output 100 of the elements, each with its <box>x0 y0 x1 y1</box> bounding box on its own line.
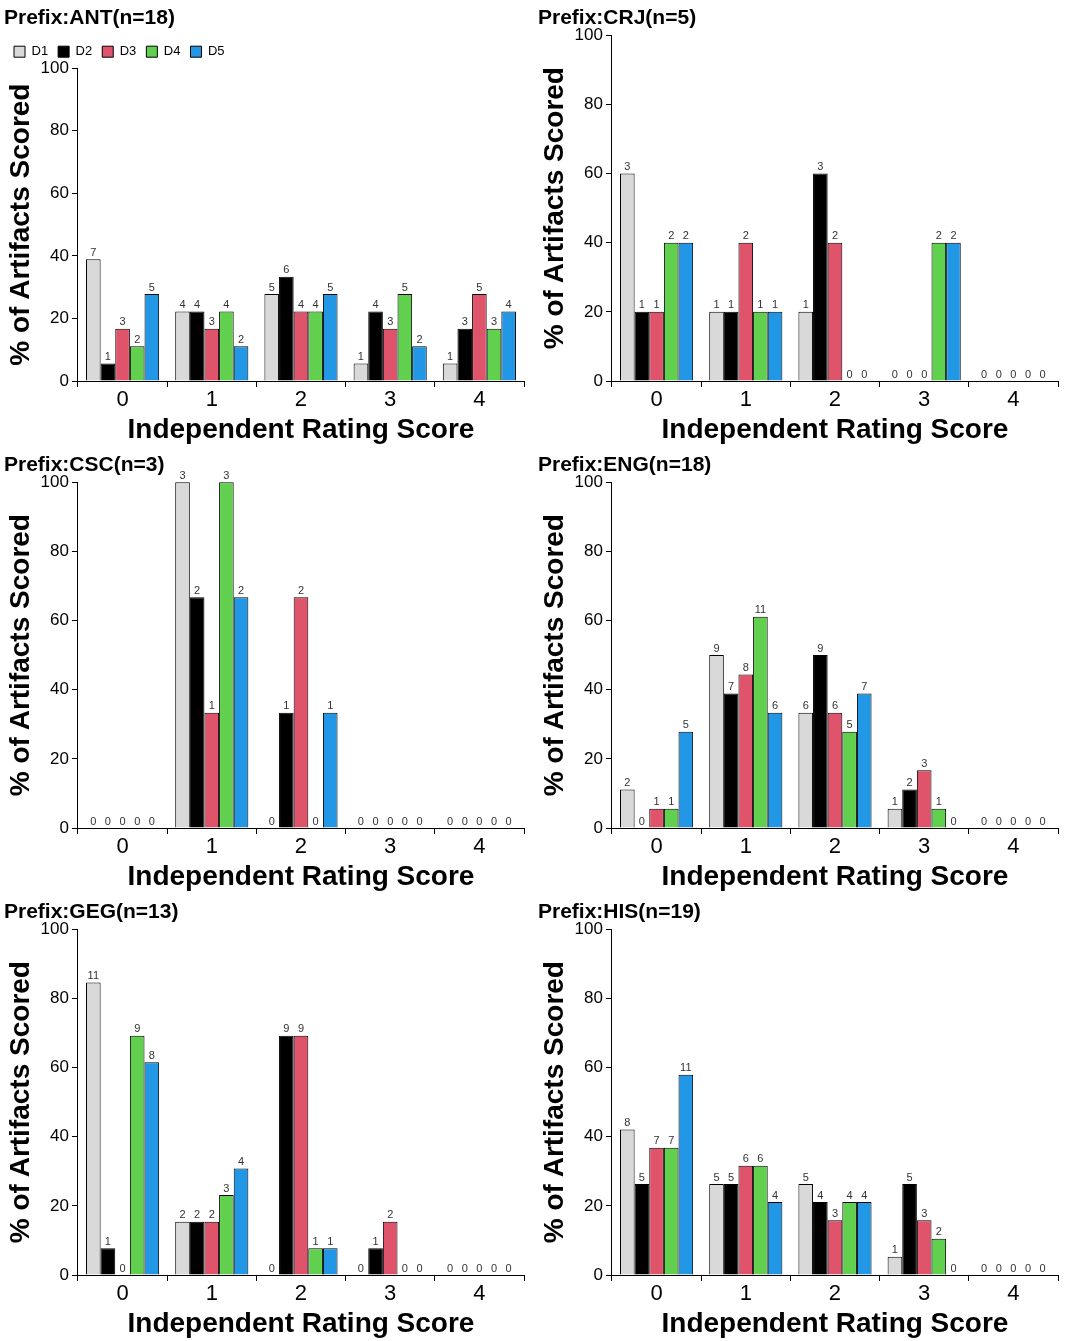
annotation: 6 <box>283 263 290 276</box>
annotation: 3 <box>119 315 126 328</box>
annotation: 0 <box>861 367 868 380</box>
annotation: 2 <box>742 229 749 242</box>
annotation: 5 <box>906 1170 913 1183</box>
y-tick-label: 20 <box>584 748 603 768</box>
annotation: 4 <box>505 298 512 311</box>
annotation: 5 <box>713 1170 720 1183</box>
annotation: 0 <box>505 1261 512 1274</box>
y-axis-title: % of Artifacts Scored <box>537 67 569 350</box>
annotation: 11 <box>754 603 767 616</box>
annotation: 0 <box>104 814 111 827</box>
annotation: 2 <box>935 229 942 242</box>
annotation: 1 <box>327 1234 334 1247</box>
annotation: 1 <box>208 699 215 712</box>
y-tick-label: 60 <box>584 163 603 183</box>
annotation: 1 <box>891 795 898 808</box>
annotation: 0 <box>268 1261 275 1274</box>
annotation: 4 <box>846 1188 853 1201</box>
x-tick-label: 1 <box>739 386 752 412</box>
annotation: 0 <box>401 814 408 827</box>
x-tick-label: 2 <box>294 1280 308 1306</box>
x-tick-label: 4 <box>1007 833 1020 859</box>
annotation: 3 <box>817 160 824 173</box>
annotation: 0 <box>119 1261 126 1274</box>
annotation: 0 <box>995 814 1002 827</box>
annotation: 0 <box>476 814 483 827</box>
x-tick-label: 3 <box>918 833 931 859</box>
annotation: 2 <box>194 1208 201 1221</box>
annotation: 1 <box>771 298 779 311</box>
annotation: 2 <box>297 583 305 596</box>
x-tick-label: 1 <box>205 1280 218 1306</box>
annotation: 2 <box>668 229 675 242</box>
x-tick-label: 4 <box>1007 1280 1020 1306</box>
x-axis-title: Independent Rating Score <box>661 412 1009 444</box>
annotation: 1 <box>653 795 660 808</box>
annotation: 4 <box>223 298 230 311</box>
y-tick-label: 60 <box>50 1057 69 1077</box>
text: 3 <box>223 468 230 481</box>
x-tick-label: 4 <box>473 833 486 859</box>
annotation: 8 <box>148 1048 155 1061</box>
annotation: 2 <box>194 583 201 596</box>
annotation: 0 <box>1039 814 1046 827</box>
x-tick-label: 3 <box>918 386 931 412</box>
annotation: 5 <box>401 280 408 293</box>
annotation: 0 <box>387 814 394 827</box>
legend-label: D4 <box>163 43 181 59</box>
y-axis-title: % of Artifacts Scored <box>3 83 35 366</box>
annotation: 5 <box>327 280 334 293</box>
annotation: 0 <box>1024 814 1032 827</box>
annotation: 4 <box>372 298 379 311</box>
annotation: 2 <box>387 1208 394 1221</box>
annotation: 0 <box>461 814 468 827</box>
annotation: 9 <box>817 641 824 654</box>
annotation: 0 <box>1024 367 1032 380</box>
annotation: 1 <box>757 298 764 311</box>
annotation: 2 <box>682 229 689 242</box>
annotation: 0 <box>476 1261 483 1274</box>
annotation: 0 <box>312 814 319 827</box>
annotation: 6 <box>771 699 779 712</box>
annotation: 1 <box>728 298 735 311</box>
x-tick-label: 1 <box>205 833 218 859</box>
annotation: 0 <box>505 814 512 827</box>
x-tick-label: 0 <box>650 1280 663 1306</box>
y-tick-label: 80 <box>50 988 69 1008</box>
y-tick-label: 0 <box>59 370 69 390</box>
annotation: 4 <box>771 1188 779 1201</box>
annotation: 9 <box>713 641 720 654</box>
annotation: 1 <box>891 1243 898 1256</box>
annotation: 4 <box>179 298 186 311</box>
y-tick-label: 0 <box>593 370 603 390</box>
annotation: 8 <box>624 1115 631 1128</box>
annotation: 0 <box>134 814 141 827</box>
annotation: 0 <box>447 1261 454 1274</box>
annotation: 0 <box>1024 1261 1032 1274</box>
annotation: 2 <box>950 229 957 242</box>
annotation: 4 <box>237 1155 245 1168</box>
annotation: 2 <box>237 583 245 596</box>
annotation: 0 <box>461 1261 468 1274</box>
chart-title: Prefix:ANT(n=18) <box>4 5 175 29</box>
annotation: 2 <box>906 776 913 789</box>
annotation: 1 <box>802 298 809 311</box>
y-tick-label: 60 <box>50 610 69 630</box>
annotation: 0 <box>1039 1261 1046 1274</box>
annotation: 0 <box>268 814 275 827</box>
annotation: 5 <box>802 1170 809 1183</box>
annotation: 0 <box>995 1261 1002 1274</box>
annotation: 5 <box>846 718 853 731</box>
annotation: 0 <box>490 814 498 827</box>
annotation: 4 <box>312 298 319 311</box>
y-tick-label: 100 <box>40 57 69 77</box>
annotation: 11 <box>680 1061 692 1074</box>
annotation: 7 <box>653 1134 660 1147</box>
annotation: 1 <box>104 1234 111 1247</box>
y-tick-label: 80 <box>584 541 603 561</box>
y-tick-label: 60 <box>584 610 603 630</box>
annotation: 1 <box>283 699 290 712</box>
y-tick-label: 0 <box>59 817 69 837</box>
x-tick-label: 0 <box>650 386 663 412</box>
annotation: 7 <box>90 245 97 258</box>
